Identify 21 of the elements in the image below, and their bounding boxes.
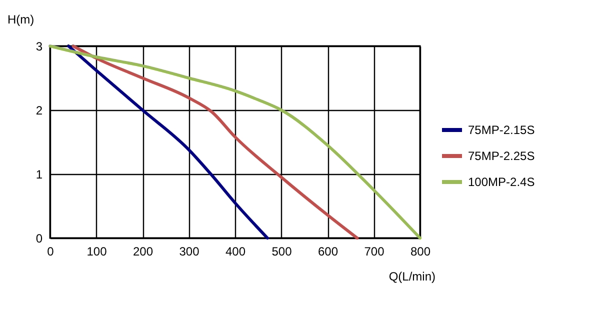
x-tick-label: 200 bbox=[132, 244, 154, 258]
legend-label: 75MP-2.25S bbox=[468, 149, 535, 163]
x-tick-label: 500 bbox=[272, 244, 292, 258]
x-tick-label: 100 bbox=[86, 244, 108, 258]
line-series bbox=[67, 44, 269, 240]
x-tick-label: 300 bbox=[179, 244, 200, 258]
legend-label: 100MP-2.4S bbox=[468, 175, 535, 189]
x-tick-label: 0 bbox=[47, 244, 54, 258]
y-tick-label: 2 bbox=[36, 104, 43, 118]
x-tick-label: 400 bbox=[225, 244, 246, 258]
y-tick-label: 0 bbox=[36, 232, 43, 246]
y-axis-title: H(m) bbox=[8, 12, 34, 26]
x-tick-label: 700 bbox=[364, 244, 385, 258]
line-series bbox=[72, 44, 359, 240]
legend-label: 75MP-2.15S bbox=[468, 123, 535, 137]
y-tick-label: 3 bbox=[36, 40, 43, 54]
x-tick-label: 800 bbox=[410, 244, 431, 258]
line-series bbox=[48, 44, 422, 240]
y-tick-label: 1 bbox=[36, 168, 43, 182]
x-tick-label: 600 bbox=[318, 244, 338, 258]
x-axis-title: Q(L/min) bbox=[388, 270, 436, 284]
